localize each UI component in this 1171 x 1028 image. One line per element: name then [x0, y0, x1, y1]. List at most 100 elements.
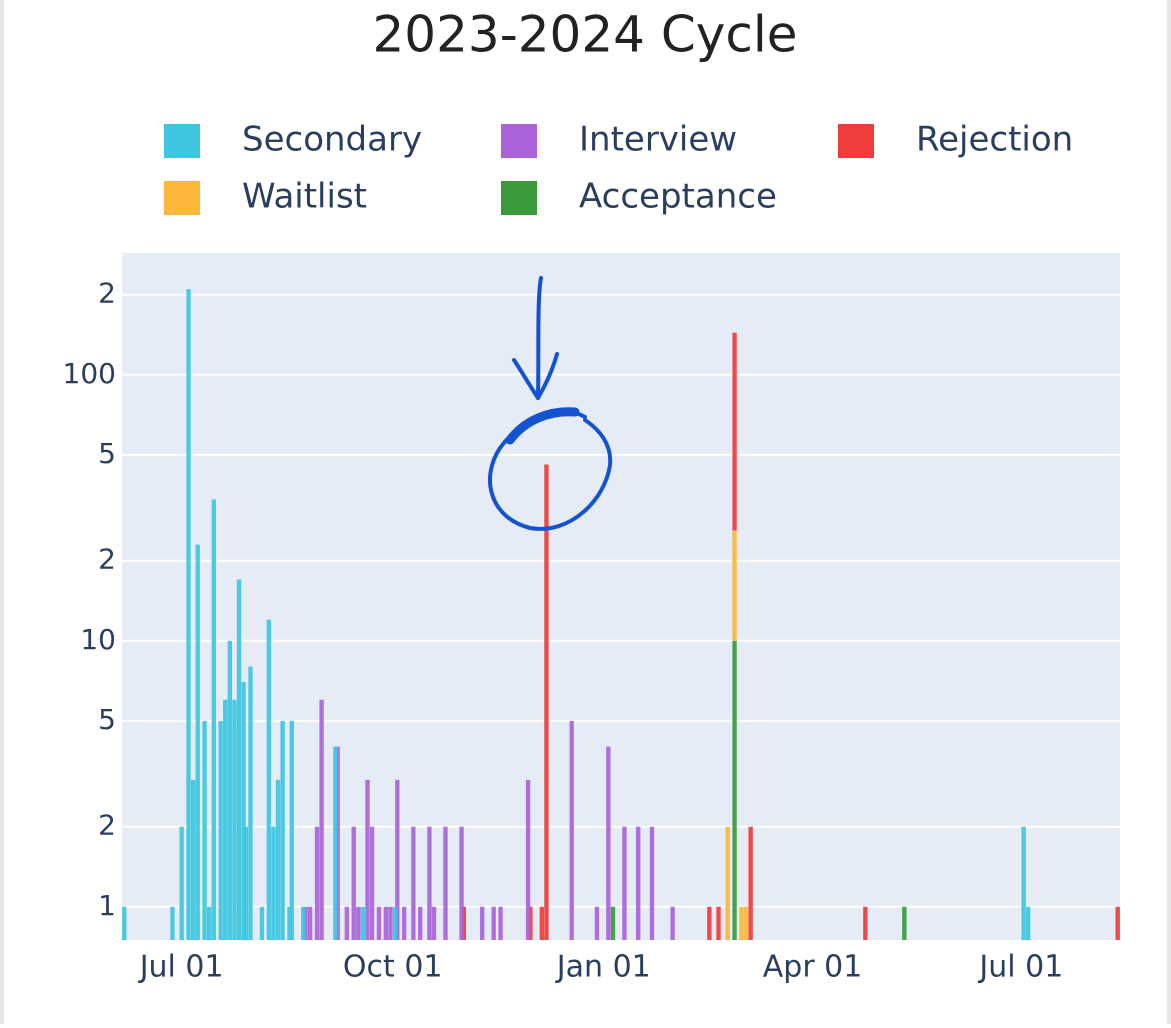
bar	[743, 906, 749, 940]
bar	[670, 906, 675, 940]
legend-label: Acceptance	[579, 177, 777, 217]
bar	[351, 826, 356, 940]
bar	[544, 464, 549, 940]
bar	[266, 619, 272, 940]
bar	[202, 720, 207, 940]
bar	[227, 640, 233, 940]
y-tick-label: 2	[98, 809, 116, 842]
bar	[259, 906, 265, 940]
bar	[636, 826, 641, 940]
chart-title: 2023-2024 Cycle	[372, 6, 797, 64]
bar	[344, 906, 350, 940]
bar	[365, 779, 370, 940]
bar	[418, 906, 423, 940]
bar	[649, 826, 655, 940]
bar	[335, 746, 340, 940]
bar	[1115, 906, 1120, 940]
legend-swatch	[164, 124, 200, 158]
bar	[218, 720, 223, 940]
bar	[594, 906, 600, 940]
bar	[622, 826, 627, 940]
frame-edge	[1167, 0, 1171, 1024]
annotation	[488, 276, 613, 531]
arrow-head	[512, 352, 559, 400]
x-tick-label: Jul 01	[138, 950, 224, 985]
bar	[388, 906, 393, 940]
bar	[459, 826, 464, 940]
bar	[480, 906, 485, 940]
bar	[186, 289, 191, 940]
bar	[360, 906, 366, 940]
bar	[610, 906, 616, 940]
bar	[528, 906, 533, 940]
bar	[122, 906, 127, 940]
bar	[356, 906, 361, 940]
legend-swatch	[838, 124, 874, 158]
bar	[395, 779, 400, 940]
bar	[289, 720, 294, 940]
bar	[525, 779, 531, 940]
bar	[707, 906, 712, 940]
x-tick-label: Jul 01	[977, 950, 1063, 985]
bar	[606, 746, 611, 940]
bar	[271, 826, 276, 940]
bar	[241, 681, 246, 940]
bar	[863, 906, 868, 940]
legend-swatch	[501, 124, 537, 158]
x-tick-label: Oct 01	[343, 950, 443, 985]
x-tick-label: Apr 01	[763, 950, 863, 985]
plot-background	[122, 253, 1120, 940]
y-tick-label: 1	[98, 889, 116, 922]
bar	[1021, 826, 1026, 940]
bar	[287, 906, 292, 940]
y-tick-label: 5	[98, 703, 116, 736]
bar	[179, 826, 184, 940]
bar	[207, 906, 212, 940]
y-tick-label: 2	[98, 277, 116, 310]
bar	[319, 699, 324, 940]
y-tick-label: 2	[98, 543, 116, 576]
bar	[732, 332, 737, 531]
legend: Secondary Interview Rejection Waitlist Accep…	[164, 120, 1073, 217]
bar	[275, 779, 281, 940]
bar	[402, 906, 407, 940]
bar	[461, 906, 467, 940]
bar	[383, 906, 389, 940]
y-tick-label: 10	[80, 623, 116, 656]
legend-swatch	[164, 181, 200, 215]
bar	[443, 826, 448, 940]
bar	[392, 906, 398, 940]
bar	[369, 826, 375, 940]
bar	[190, 779, 196, 940]
bar	[427, 826, 432, 940]
bar	[280, 720, 285, 940]
legend-label: Interview	[579, 120, 737, 160]
bar	[569, 720, 574, 940]
bars	[122, 289, 1120, 940]
bar	[314, 826, 320, 940]
bar	[223, 699, 228, 940]
bar	[303, 906, 308, 940]
bar	[211, 499, 216, 940]
frame-edge	[0, 0, 4, 1024]
bar	[411, 826, 416, 940]
legend-swatch	[501, 181, 537, 215]
bar	[725, 826, 730, 940]
bar	[498, 906, 503, 940]
bar	[539, 906, 545, 940]
bar	[333, 746, 338, 940]
legend-label: Waitlist	[242, 177, 367, 217]
y-tick-label: 100	[63, 357, 116, 390]
bar	[716, 906, 721, 940]
arrow-shaft	[536, 276, 543, 400]
legend-label: Secondary	[242, 120, 422, 160]
bar	[732, 640, 737, 940]
y-tick-label: 5	[98, 437, 116, 470]
bar	[232, 699, 237, 940]
bar	[902, 906, 907, 940]
circle-mark	[505, 407, 580, 445]
bar	[248, 666, 253, 940]
bar	[236, 579, 242, 940]
